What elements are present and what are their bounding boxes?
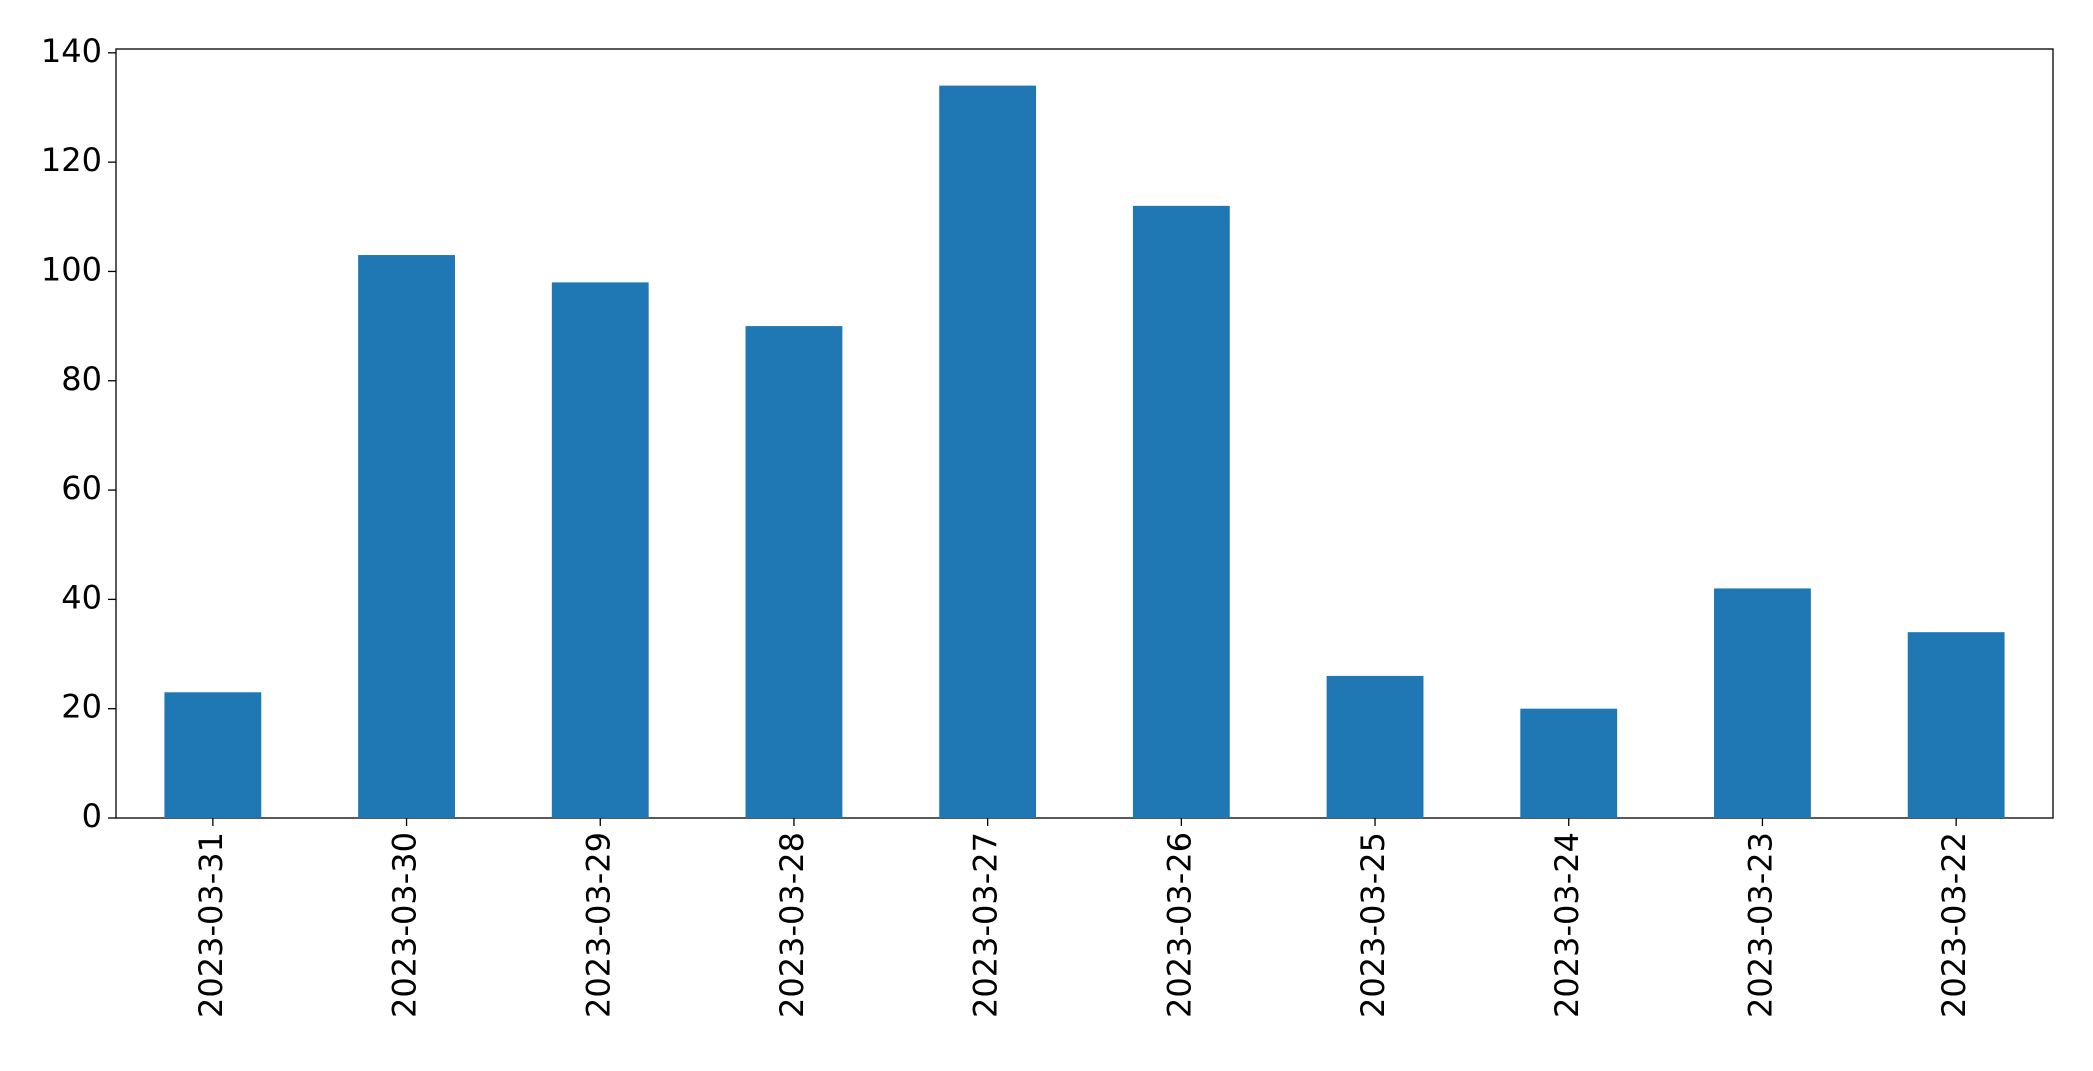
x-tick-label: 2023-03-28	[773, 832, 811, 1018]
bar	[1326, 675, 1424, 818]
plot-frame	[115, 48, 2054, 819]
y-tick-label: 100	[41, 250, 102, 288]
bar	[1714, 588, 1811, 818]
x-tick-label: 2023-03-31	[192, 832, 230, 1018]
y-tick-label: 40	[61, 578, 102, 616]
y-tick-label: 80	[61, 360, 102, 398]
bar	[939, 85, 1037, 819]
x-tick-label: 2023-03-23	[1741, 832, 1779, 1018]
x-tick-label: 2023-03-22	[1935, 832, 1973, 1018]
y-tick-label: 120	[41, 141, 102, 179]
x-tick-label: 2023-03-30	[386, 832, 424, 1018]
bar	[1907, 632, 2005, 818]
bar	[745, 326, 843, 818]
bar	[551, 282, 649, 818]
x-tick-label: 2023-03-26	[1160, 832, 1198, 1018]
x-tick-label: 2023-03-25	[1354, 832, 1392, 1018]
y-tick-label: 60	[61, 469, 102, 507]
bar	[1520, 708, 1618, 818]
bar	[1132, 205, 1230, 818]
bar	[164, 692, 262, 818]
y-tick-label: 20	[61, 688, 102, 726]
y-tick-label: 0	[82, 797, 102, 835]
x-tick-label: 2023-03-27	[967, 832, 1005, 1018]
x-tick-label: 2023-03-24	[1548, 832, 1586, 1018]
y-tick-label: 140	[41, 32, 102, 70]
x-tick-label: 2023-03-29	[579, 832, 617, 1018]
bar	[358, 255, 455, 818]
